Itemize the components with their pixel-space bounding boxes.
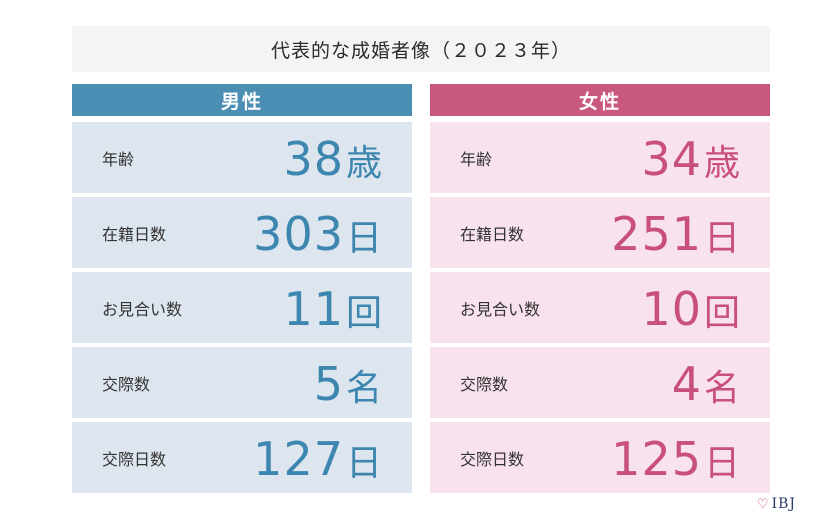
female-row-omiai-count: お見合い数 10 回 <box>430 272 770 343</box>
value-number: 5 <box>313 357 344 411</box>
row-value: 11 回 <box>283 272 382 343</box>
male-header: 男性 <box>72 84 412 116</box>
value-number: 125 <box>611 432 702 486</box>
value-number: 4 <box>671 357 702 411</box>
row-label: お見合い数 <box>102 299 183 319</box>
male-row-enrollment-days: 在籍日数 303 日 <box>72 197 412 268</box>
value-unit: 日 <box>703 443 740 484</box>
value-unit: 日 <box>345 443 382 484</box>
row-label: 在籍日数 <box>460 224 525 244</box>
row-label: 交際数 <box>460 374 509 394</box>
value-number: 11 <box>283 282 344 336</box>
value-unit: 日 <box>703 218 740 259</box>
row-label: 年齢 <box>102 149 135 169</box>
value-number: 10 <box>641 282 702 336</box>
value-unit: 名 <box>345 368 382 409</box>
value-number: 127 <box>253 432 344 486</box>
value-number: 34 <box>641 132 702 186</box>
row-value: 303 日 <box>253 197 382 268</box>
value-unit: 歳 <box>345 143 382 184</box>
row-value: 34 歳 <box>641 122 740 193</box>
heart-icon: ♡ <box>756 496 770 512</box>
row-label: 交際数 <box>102 374 151 394</box>
value-unit: 日 <box>345 218 382 259</box>
row-value: 251 日 <box>611 197 740 268</box>
value-unit: 歳 <box>703 143 740 184</box>
female-row-enrollment-days: 在籍日数 251 日 <box>430 197 770 268</box>
row-label: 在籍日数 <box>102 224 167 244</box>
row-value: 127 日 <box>253 422 382 493</box>
male-row-age: 年齢 38 歳 <box>72 122 412 193</box>
row-label: 年齢 <box>460 149 493 169</box>
row-value: 125 日 <box>611 422 740 493</box>
row-label: お見合い数 <box>460 299 541 319</box>
page-title: 代表的な成婚者像（２０２３年） <box>72 26 770 72</box>
male-row-omiai-count: お見合い数 11 回 <box>72 272 412 343</box>
row-label: 交際日数 <box>460 449 525 469</box>
row-value: 10 回 <box>641 272 740 343</box>
female-header: 女性 <box>430 84 770 116</box>
value-unit: 名 <box>703 368 740 409</box>
value-number: 251 <box>611 207 702 261</box>
female-row-dating-days: 交際日数 125 日 <box>430 422 770 493</box>
ibj-logo: ♡ IBJ <box>757 496 796 512</box>
value-unit: 回 <box>345 293 382 334</box>
value-unit: 回 <box>703 293 740 334</box>
row-label: 交際日数 <box>102 449 167 469</box>
logo-text: IBJ <box>771 496 796 512</box>
value-number: 303 <box>253 207 344 261</box>
row-value: 38 歳 <box>283 122 382 193</box>
value-number: 38 <box>283 132 344 186</box>
male-row-dating-days: 交際日数 127 日 <box>72 422 412 493</box>
female-row-age: 年齢 34 歳 <box>430 122 770 193</box>
